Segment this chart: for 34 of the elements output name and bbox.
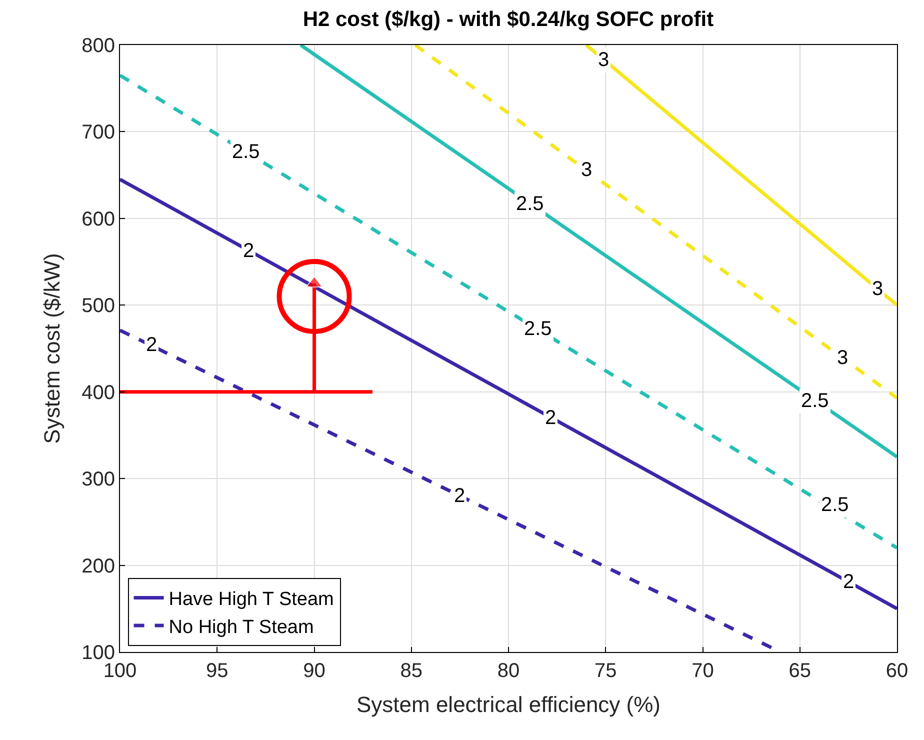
annotation: 2.5	[801, 390, 829, 412]
annotation: 2	[454, 485, 466, 507]
annotation: 2	[243, 240, 254, 262]
annotation: 2	[146, 334, 158, 356]
chart-title: H2 cost ($/kg) - with $0.24/kg SOFC profit	[302, 8, 714, 31]
annotation: 3	[581, 159, 592, 181]
y-tick-label: 600	[82, 208, 115, 230]
y-tick-label: 800	[82, 35, 115, 57]
y-axis-title: System cost ($/kW)	[39, 253, 64, 444]
annotation: 2	[545, 407, 556, 429]
x-tick-label: 70	[692, 660, 714, 682]
annotation: 3	[837, 347, 848, 369]
y-tick-label: 700	[82, 122, 115, 144]
x-tick-label: 85	[400, 660, 423, 682]
legend-label: No High T Steam	[168, 616, 314, 638]
annotation: 2.5	[524, 318, 552, 340]
x-tick-label: 80	[497, 660, 520, 682]
y-tick-label: 500	[82, 295, 115, 318]
annotation: 2	[843, 571, 854, 593]
x-tick-label: 95	[206, 660, 228, 682]
y-tick-label: 200	[82, 555, 115, 578]
x-axis-title: System electrical efficiency (%)	[356, 692, 661, 717]
annotation: 2.5	[232, 141, 260, 163]
x-tick-label: 65	[788, 660, 812, 682]
x-tick-label: 75	[594, 660, 617, 682]
annotation: 3	[598, 49, 610, 71]
annotation: 2.5	[821, 494, 849, 516]
x-tick-label: 90	[303, 660, 326, 682]
annotation: 2.5	[516, 193, 544, 215]
x-tick-label: 60	[886, 660, 908, 682]
y-tick-label: 300	[82, 468, 115, 491]
annotation: 3	[872, 278, 884, 300]
y-tick-label: 400	[82, 382, 115, 404]
legend-label: Have High T Steam	[168, 589, 334, 610]
